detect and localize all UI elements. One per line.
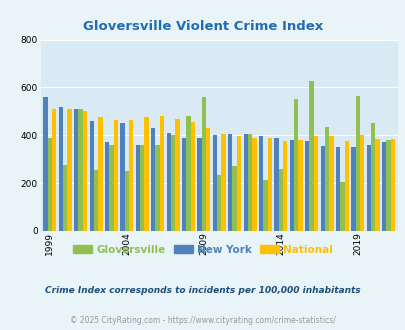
Bar [370,123,375,231]
Bar [298,140,302,231]
Bar [129,120,133,231]
Bar [197,138,201,231]
Bar [274,138,278,231]
Bar [140,145,144,231]
Bar [190,122,194,231]
Bar [171,135,175,231]
Bar [83,112,87,231]
Bar [144,117,148,231]
Bar [217,175,221,231]
Bar [267,138,271,231]
Bar [212,135,217,231]
Bar [339,182,344,231]
Bar [324,127,328,231]
Bar [390,139,394,231]
Bar [94,170,98,231]
Text: © 2025 CityRating.com - https://www.cityrating.com/crime-statistics/: © 2025 CityRating.com - https://www.city… [70,315,335,325]
Legend: Gloversville, New York, National: Gloversville, New York, National [69,241,336,259]
Bar [252,138,256,231]
Bar [67,109,72,231]
Bar [59,107,63,231]
Bar [98,117,102,231]
Bar [166,133,171,231]
Bar [375,139,379,231]
Bar [160,116,164,231]
Bar [320,146,324,231]
Bar [47,138,52,231]
Bar [381,143,386,231]
Bar [258,137,262,231]
Bar [113,120,117,231]
Bar [309,82,313,231]
Bar [355,96,359,231]
Bar [155,145,160,231]
Bar [186,116,190,231]
Bar [350,147,355,231]
Bar [78,109,83,231]
Bar [359,135,363,231]
Bar [135,145,140,231]
Bar [52,109,56,231]
Bar [43,97,47,231]
Bar [247,134,252,231]
Bar [120,123,124,231]
Bar [344,141,348,231]
Bar [278,169,282,231]
Bar [243,134,247,231]
Bar [181,138,186,231]
Bar [328,137,333,231]
Bar [74,109,78,231]
Bar [205,128,210,231]
Bar [289,140,293,231]
Bar [90,121,94,231]
Bar [313,137,318,231]
Text: Gloversville Violent Crime Index: Gloversville Violent Crime Index [83,20,322,33]
Bar [151,128,155,231]
Bar [335,147,339,231]
Bar [232,166,236,231]
Bar [262,180,267,231]
Bar [175,118,179,231]
Bar [293,99,298,231]
Bar [221,134,225,231]
Bar [305,141,309,231]
Bar [236,137,241,231]
Bar [63,165,67,231]
Bar [201,97,205,231]
Bar [124,171,129,231]
Bar [228,134,232,231]
Bar [105,143,109,231]
Bar [109,145,113,231]
Bar [386,140,390,231]
Bar [366,145,370,231]
Text: Crime Index corresponds to incidents per 100,000 inhabitants: Crime Index corresponds to incidents per… [45,286,360,295]
Bar [282,141,287,231]
